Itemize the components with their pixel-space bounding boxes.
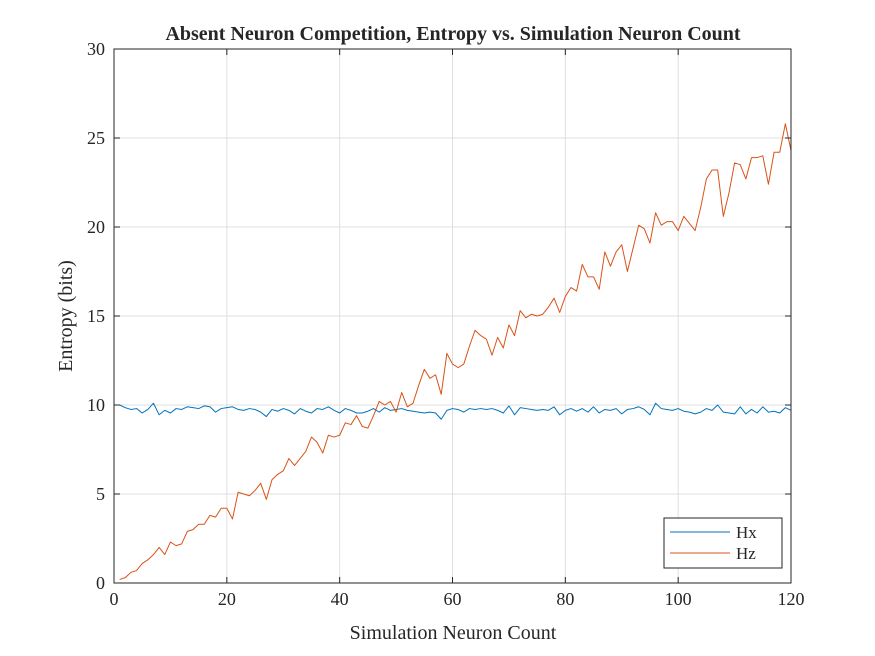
tick-labels: 0 20 40 60 80 100 120 0 5 10 15 20 25 30 <box>87 39 805 609</box>
y-tick-label: 25 <box>87 128 105 148</box>
legend-box <box>663 517 783 569</box>
y-tick-label: 15 <box>87 306 105 326</box>
series-layer <box>119 123 792 580</box>
y-tick-label: 30 <box>87 39 105 59</box>
x-tick-label: 60 <box>444 589 462 609</box>
series-line-hx <box>119 402 792 420</box>
x-axis-label: Simulation Neuron Count <box>350 622 557 644</box>
x-tick-label: 0 <box>110 589 119 609</box>
y-tick-label: 20 <box>87 217 105 237</box>
legend-label: Hx <box>736 523 757 542</box>
chart-title: Absent Neuron Competition, Entropy vs. S… <box>165 23 740 45</box>
y-tick-label: 5 <box>96 484 105 504</box>
ticks <box>113 48 792 584</box>
y-axis-label: Entropy (bits) <box>55 260 77 372</box>
legend: Hx Hz <box>663 517 783 569</box>
x-tick-label: 40 <box>331 589 349 609</box>
x-tick-label: 120 <box>778 589 805 609</box>
x-tick-label: 100 <box>665 589 692 609</box>
series-line-hz <box>119 123 792 580</box>
x-tick-label: 80 <box>556 589 574 609</box>
y-tick-label: 10 <box>87 395 105 415</box>
y-tick-label: 0 <box>96 573 105 593</box>
x-tick-label: 20 <box>218 589 236 609</box>
legend-label: Hz <box>736 544 756 563</box>
